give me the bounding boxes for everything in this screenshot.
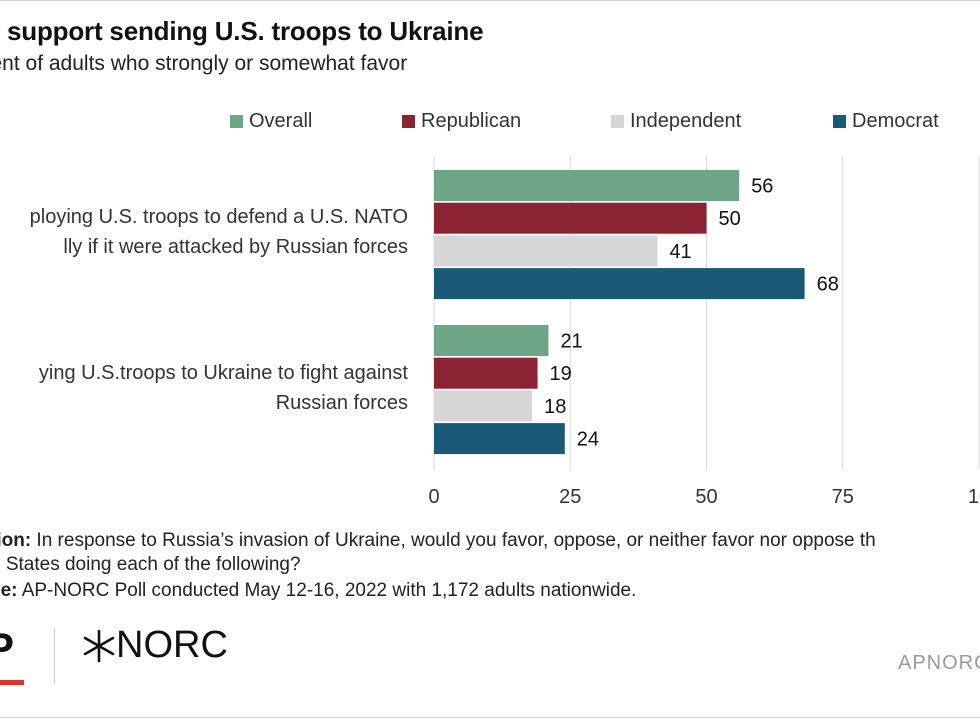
data-label-overall-1: 56 [751,176,773,198]
top-divider [0,0,980,1]
source-note: ce: AP-NORC Poll conducted May 12-16, 20… [0,579,636,602]
legend-swatch-democrat [833,115,846,128]
legend-label-overall: Overall [249,110,313,132]
legend-swatch-independent [611,115,624,128]
legend-item-republican: Republican [402,110,521,133]
ap-logo-bar [0,680,24,685]
legend-label-democrat: Democrat [852,110,939,132]
legend-label-independent: Independent [630,110,742,132]
bar-chart: 0 25 50 75 10 56 50 41 68 21 19 18 24 [428,156,980,508]
ap-logo: P [0,624,15,671]
question-note: tion: In response to Russia’s invasion o… [0,529,876,552]
x-tick-label-50: 50 [695,486,717,508]
legend-swatch-overall [230,115,243,128]
bar-independent-2 [434,390,533,422]
bar-democrat-2 [434,423,565,455]
x-tick-label-100: 10 [968,486,980,508]
question-note-line2: d States doing each of the following? [0,554,301,575]
logo-divider [54,628,55,684]
x-tick-label-25: 25 [559,486,581,508]
chart-subtitle: cent of adults who strongly or somewhat … [0,52,408,75]
bar-republican-2 [434,357,538,389]
legend-item-overall: Overall [230,110,312,133]
data-label-republican-2: 19 [550,363,572,385]
bar-republican-1 [434,202,707,234]
data-label-republican-1: 50 [719,208,741,230]
bar-independent-1 [434,235,658,267]
source-label: ce: [0,580,18,601]
norc-star-icon [83,629,115,662]
legend-swatch-republican [402,115,415,128]
bar-overall-1 [434,170,740,201]
chart-title: w support sending U.S. troops to Ukraine [0,16,484,46]
bar-overall-2 [434,325,549,356]
legend-item-independent: Independent [611,110,741,133]
data-label-independent-2: 18 [544,396,566,418]
legend-label-republican: Republican [421,110,522,132]
chart-legend: Overall Republican Independent Democrat [0,110,980,134]
category-label-nato: ploying U.S. troops to defend a U.S. NAT… [29,206,408,258]
data-label-independent-1: 41 [669,241,691,263]
question-text-line1: In response to Russia’s invasion of Ukra… [31,530,876,551]
data-label-democrat-2: 24 [577,429,599,451]
data-label-overall-2: 21 [560,331,582,353]
data-label-democrat-1: 68 [817,274,839,296]
norc-logo-text: NORC [116,624,228,666]
bottom-divider [0,717,980,718]
norc-logo: NORC [82,624,228,667]
source-text: AP-NORC Poll conducted May 12-16, 2022 w… [17,580,637,601]
x-tick-label-0: 0 [428,486,439,508]
category-label-ukraine: ying U.S.troops to Ukraine to fight agai… [38,362,408,414]
legend-item-democrat: Democrat [833,110,939,133]
apnorc-watermark: APNORC [898,652,980,674]
bar-democrat-1 [434,268,805,300]
question-label: tion: [0,530,32,551]
x-tick-label-75: 75 [832,486,854,508]
